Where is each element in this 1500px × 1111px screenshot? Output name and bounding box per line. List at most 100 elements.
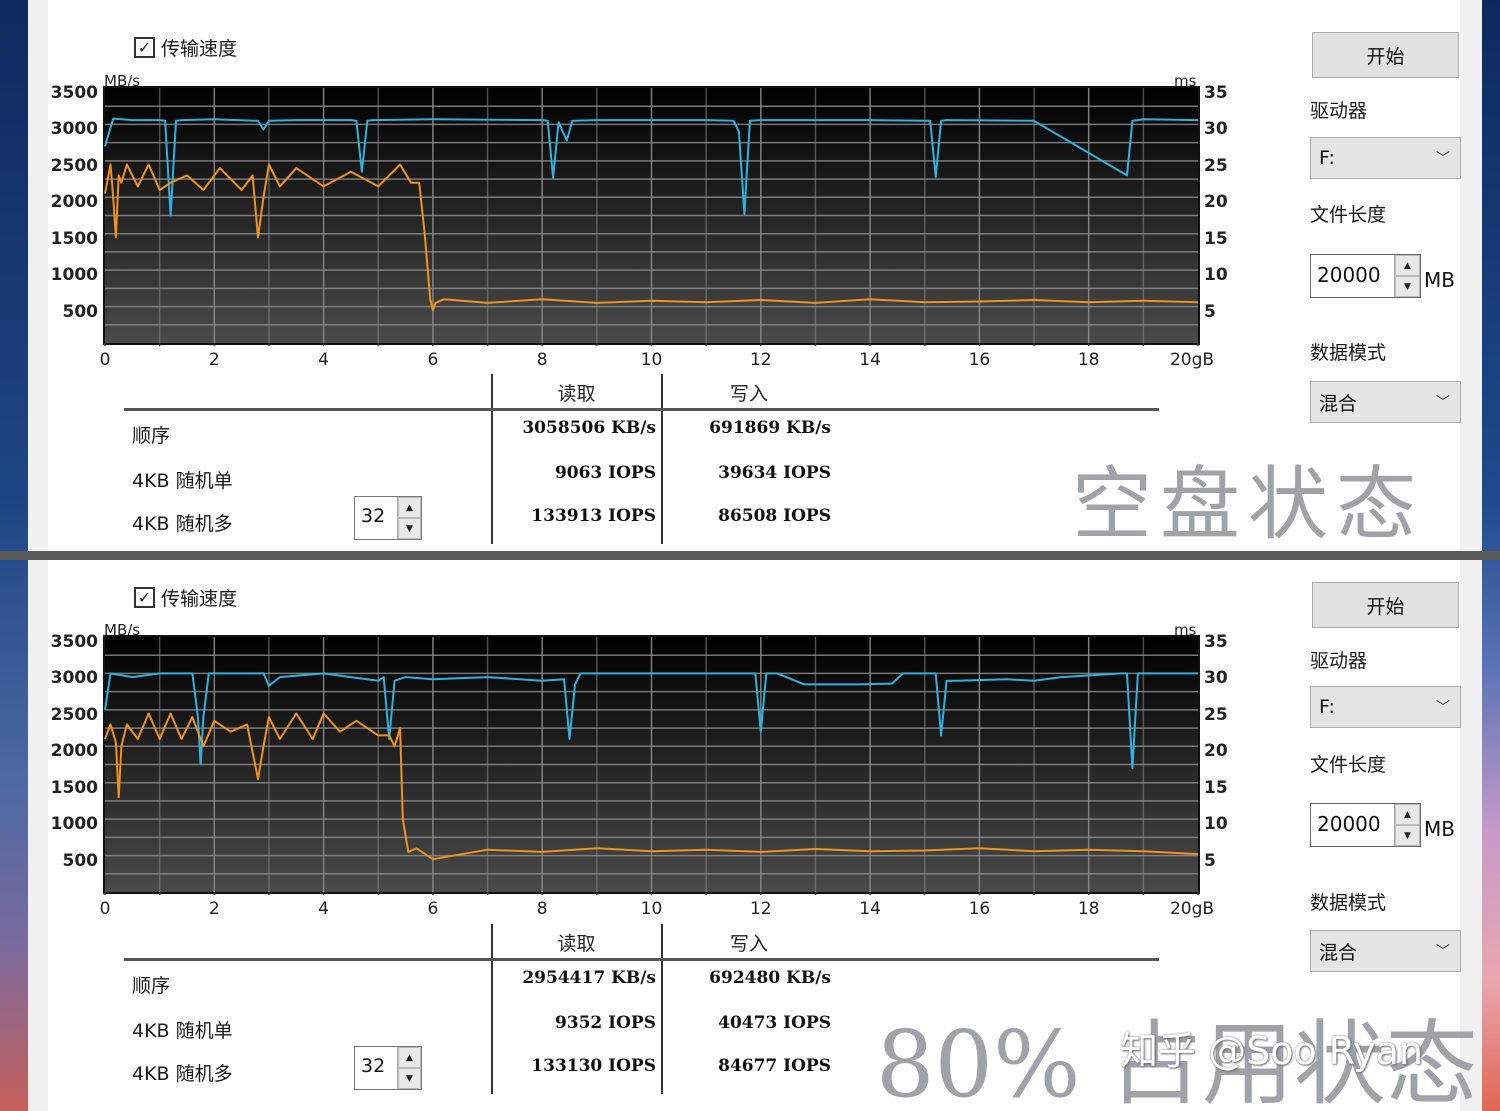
spin-up-icon[interactable]: ▲ [398, 497, 421, 518]
data-mode-select[interactable]: 混合 ﹀ [1310, 930, 1461, 972]
x-tick-label: 18 [1077, 350, 1100, 370]
drive-select[interactable]: F: ﹀ [1310, 686, 1461, 728]
y-tick-label: 2000 [50, 741, 98, 762]
file-size-spinner[interactable]: 20000 ▲ ▼ [1310, 254, 1421, 298]
panel-content: ✓ 传输速度 MB/s ms 3500 3000 2500 2000 1500 1000 5… [48, 560, 1461, 1111]
y-axis-right: 35 30 25 20 15 10 5 [1204, 549, 1244, 1100]
spin-down-icon[interactable]: ▼ [398, 1068, 421, 1089]
y-tick-label-right: 25 [1204, 704, 1228, 725]
y-tick-label: 500 [62, 301, 99, 322]
y-tick-label-right: 5 [1204, 301, 1216, 322]
x-tick-label: 14 [859, 899, 881, 919]
y-tick-label: 2500 [50, 704, 98, 725]
y-tick-label-right: 10 [1204, 814, 1228, 835]
data-mode-label: 数据模式 [1310, 892, 1387, 914]
y-tick-label: 2500 [50, 155, 98, 176]
x-tick-label: 0 [99, 899, 111, 919]
header-divider [124, 408, 1159, 411]
transfer-speed-checkbox-row[interactable]: ✓ 传输速度 [134, 584, 237, 611]
column-separator [491, 924, 493, 1094]
spin-down-icon[interactable]: ▼ [1395, 276, 1420, 297]
start-button[interactable]: 开始 [1312, 32, 1459, 78]
y-tick-label: 3000 [50, 119, 98, 140]
queue-depth-value[interactable]: 32 [361, 1055, 386, 1077]
queue-depth-spinner[interactable]: 32 ▲ ▼ [354, 496, 422, 540]
x-tick-label: 4 [318, 899, 330, 919]
x-tick-label: 12 [749, 899, 772, 919]
chevron-down-icon: ﹀ [1436, 944, 1450, 960]
file-size-value[interactable]: 20000 [1317, 263, 1381, 287]
file-size-value[interactable]: 20000 [1317, 812, 1381, 836]
column-header-read: 读取 [557, 933, 596, 955]
row-label-sequential: 顺序 [132, 975, 171, 997]
transfer-speed-chart [103, 635, 1200, 895]
spin-up-icon[interactable]: ▲ [398, 1047, 421, 1068]
transfer-speed-checkbox[interactable]: ✓ [134, 37, 155, 58]
watermark: 知乎 @Soo Ryan [1120, 1029, 1423, 1073]
x-axis: 0 2 4 6 8 10 12 14 16 18 20gB [100, 350, 1214, 372]
overlay-caption-80-percent: 80% 占用状态 [876, 1011, 1478, 1111]
sequential-read-value: 2954417 KB/s [522, 968, 656, 988]
x-tick-label: 4 [318, 350, 330, 370]
y-axis-unit-right: ms [1174, 621, 1197, 639]
y-axis-left: 3500 3000 2500 2000 1500 1000 500 [48, 0, 98, 551]
sequential-write-value: 691869 KB/s [709, 418, 831, 438]
column-separator [661, 374, 663, 544]
x-tick-label: 14 [859, 350, 881, 370]
data-mode-label: 数据模式 [1310, 342, 1387, 364]
data-mode-select[interactable]: 混合 ﹀ [1310, 381, 1461, 423]
y-tick-label-right: 25 [1204, 155, 1228, 176]
spin-up-icon[interactable]: ▲ [1395, 804, 1420, 825]
x-tick-label: 2 [208, 350, 220, 370]
y-tick-label: 1500 [50, 228, 98, 249]
x-tick-label: 18 [1077, 899, 1100, 919]
4k-multi-read-value: 133130 IOPS [531, 1056, 656, 1076]
column-header-write: 写入 [729, 933, 768, 955]
y-tick-label-right: 30 [1204, 119, 1228, 140]
4k-multi-write-value: 84677 IOPS [718, 1056, 831, 1076]
y-axis-right: 35 30 25 20 15 10 5 [1204, 0, 1244, 551]
4k-multi-read-value: 133913 IOPS [531, 506, 656, 526]
y-tick-label-right: 35 [1204, 632, 1228, 652]
y-tick-label: 3500 [50, 632, 98, 652]
benchmark-panel-80-percent: ✓ 传输速度 MB/s ms 3500 3000 2500 2000 1500 1000 5… [28, 560, 1482, 1111]
4k-single-read-value: 9063 IOPS [554, 463, 656, 483]
y-tick-label-right: 30 [1204, 668, 1228, 689]
sequential-read-value: 3058506 KB/s [522, 418, 656, 438]
row-label-4k-multi: 4KB 随机多 [132, 513, 233, 535]
drive-select[interactable]: F: ﹀ [1310, 137, 1461, 179]
y-axis-unit-right: ms [1174, 72, 1197, 90]
y-tick-label-right: 5 [1204, 850, 1216, 871]
spin-down-icon[interactable]: ▼ [1395, 825, 1420, 846]
data-mode-value: 混合 [1319, 392, 1358, 415]
transfer-speed-checkbox[interactable]: ✓ [134, 587, 155, 608]
queue-depth-spinner[interactable]: 32 ▲ ▼ [354, 1046, 422, 1090]
file-size-unit: MB [1424, 268, 1455, 292]
overlay-caption-empty: 空盘状态 [1072, 458, 1424, 551]
y-tick-label-right: 15 [1204, 228, 1228, 249]
panel-content: ✓ 传输速度 MB/s ms 3500 3000 2500 2000 1500 1000 5… [48, 0, 1461, 551]
drive-label: 驱动器 [1310, 100, 1368, 122]
y-tick-label-right: 15 [1204, 777, 1228, 798]
panel-divider [0, 551, 1500, 560]
y-tick-label: 3500 [50, 83, 98, 103]
file-size-spinner[interactable]: 20000 ▲ ▼ [1310, 803, 1421, 847]
y-tick-label: 2000 [50, 192, 98, 213]
row-label-4k-multi: 4KB 随机多 [132, 1063, 233, 1085]
x-tick-label: 12 [749, 350, 772, 370]
y-tick-label: 500 [62, 850, 99, 871]
file-size-label: 文件长度 [1310, 204, 1387, 226]
queue-depth-value[interactable]: 32 [361, 505, 386, 527]
row-label-4k-single: 4KB 随机单 [132, 1020, 233, 1042]
spin-up-icon[interactable]: ▲ [1395, 255, 1420, 276]
column-separator [491, 374, 493, 544]
start-button[interactable]: 开始 [1312, 582, 1459, 628]
x-tick-label: 20gB [1169, 350, 1215, 370]
chevron-down-icon: ﹀ [1436, 151, 1450, 167]
transfer-speed-checkbox-row[interactable]: ✓ 传输速度 [134, 34, 237, 61]
column-header-write: 写入 [729, 383, 768, 405]
spin-down-icon[interactable]: ▼ [398, 518, 421, 539]
data-mode-value: 混合 [1319, 941, 1358, 964]
transfer-speed-label: 传输速度 [161, 588, 238, 610]
y-tick-label: 1000 [50, 814, 98, 835]
